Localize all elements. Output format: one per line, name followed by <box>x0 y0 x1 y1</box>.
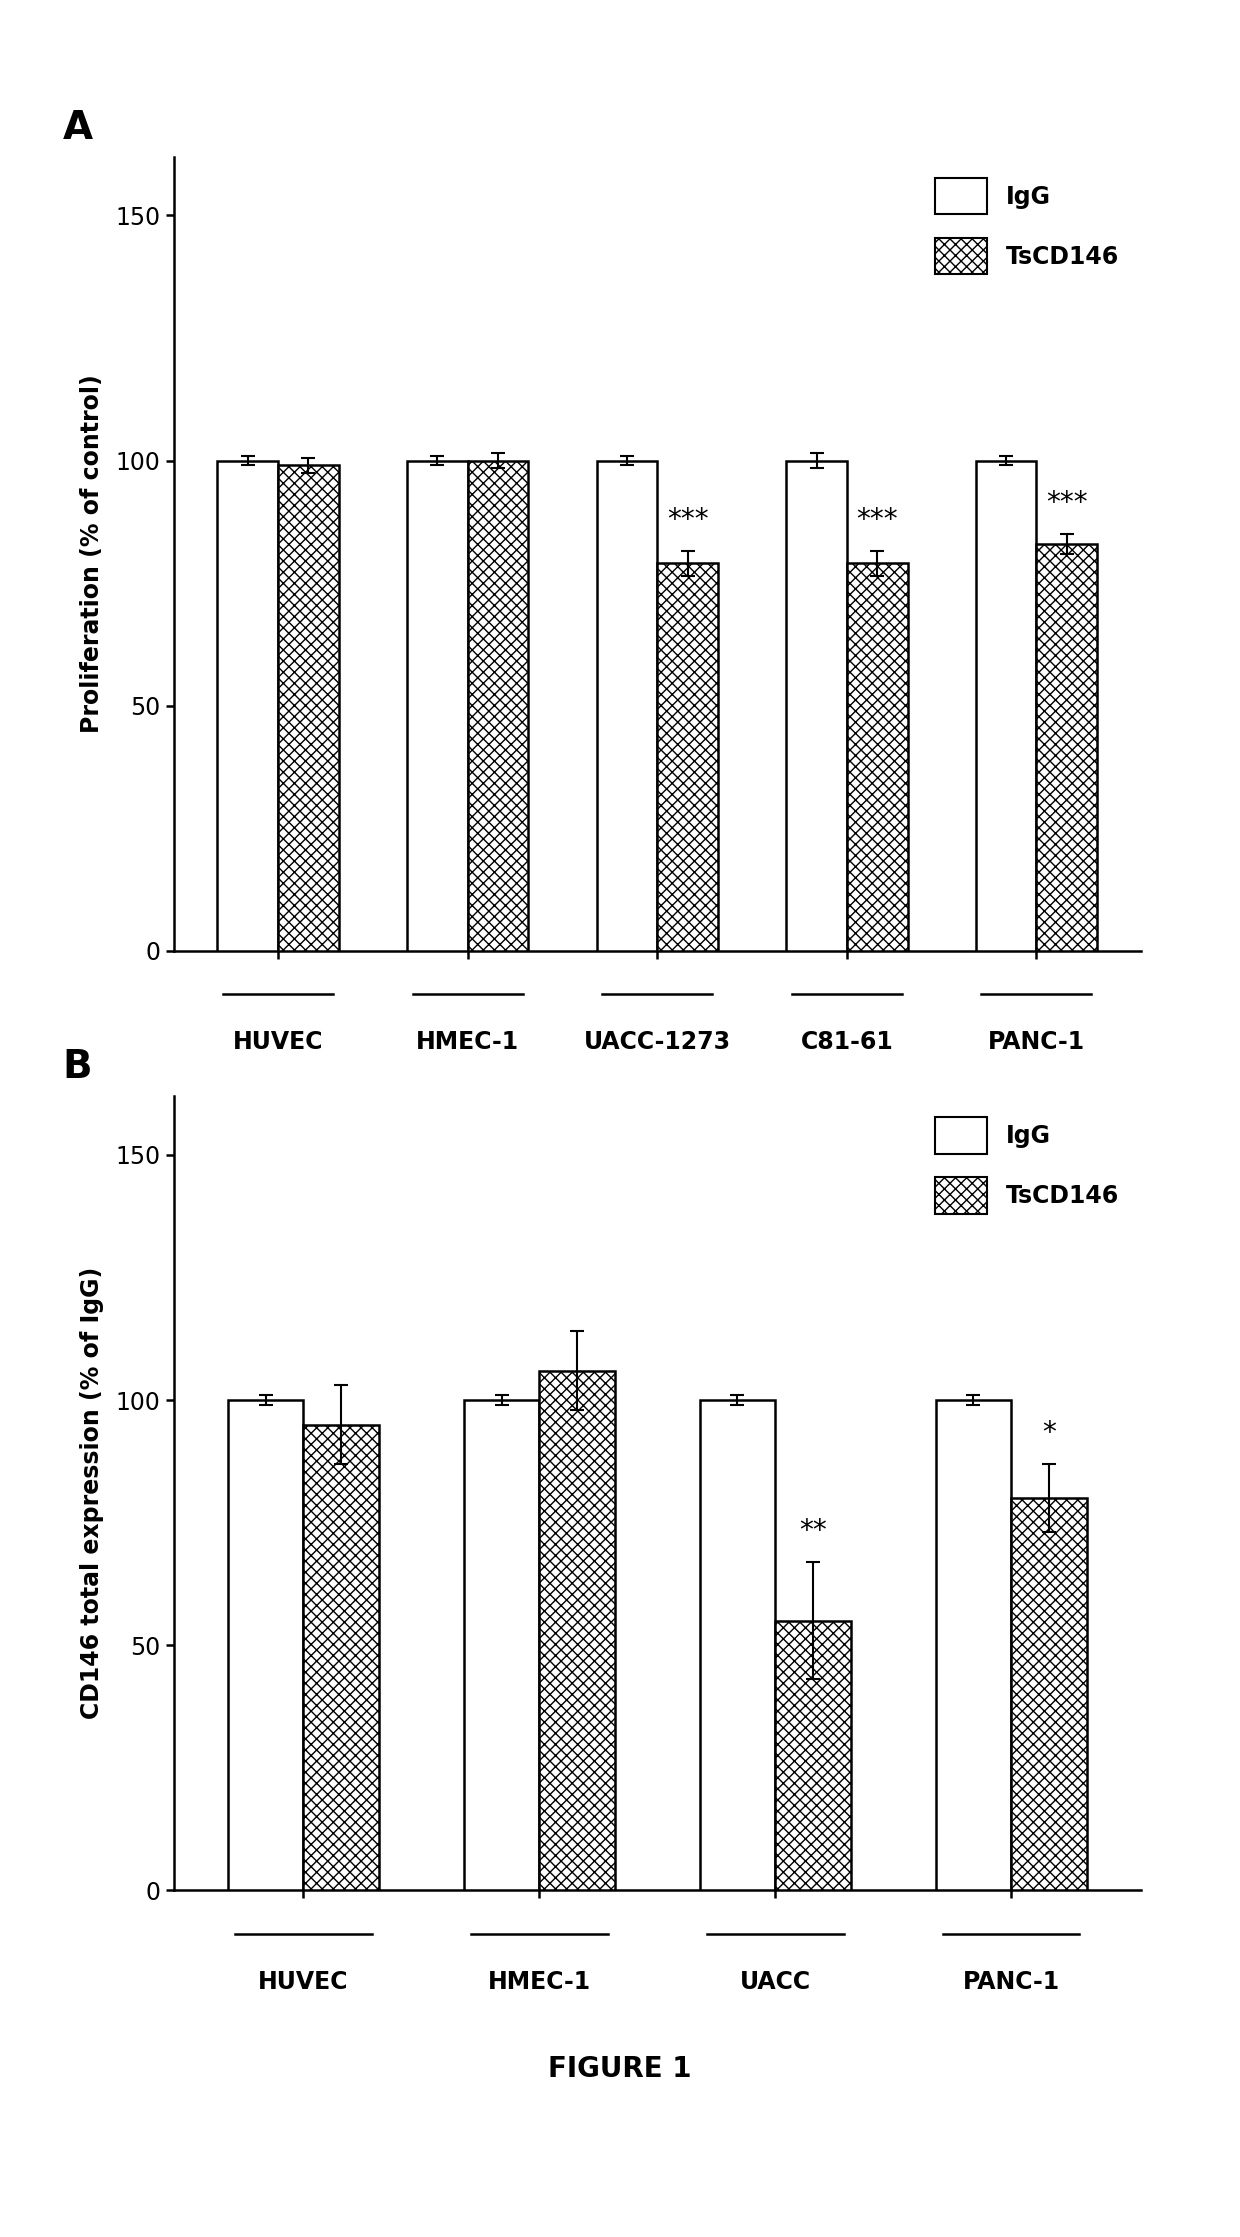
Legend: IgG, TsCD146: IgG, TsCD146 <box>926 168 1128 284</box>
Text: PANC-1: PANC-1 <box>962 1969 1060 1993</box>
Bar <box>699 1400 775 1890</box>
Bar <box>1037 544 1097 951</box>
Bar <box>217 461 278 951</box>
Bar <box>935 1400 1011 1890</box>
Text: HUVEC: HUVEC <box>233 1029 324 1054</box>
Text: *: * <box>1042 1418 1055 1447</box>
Bar <box>775 1620 851 1890</box>
Bar <box>976 461 1037 951</box>
Bar <box>464 1400 539 1890</box>
Text: HMEC-1: HMEC-1 <box>487 1969 590 1993</box>
Bar <box>596 461 657 951</box>
Bar <box>278 465 339 951</box>
Text: FIGURE 1: FIGURE 1 <box>548 2056 692 2083</box>
Text: HUVEC: HUVEC <box>258 1969 348 1993</box>
Bar <box>228 1400 304 1890</box>
Bar <box>847 564 908 951</box>
Text: HMEC-1: HMEC-1 <box>415 1029 520 1054</box>
Bar <box>1011 1499 1086 1890</box>
Text: PANC-1: PANC-1 <box>988 1029 1085 1054</box>
Text: ***: *** <box>857 506 898 535</box>
Y-axis label: CD146 total expression (% of IgG): CD146 total expression (% of IgG) <box>81 1266 104 1720</box>
Legend: IgG, TsCD146: IgG, TsCD146 <box>926 1107 1128 1224</box>
Bar <box>786 461 847 951</box>
Text: B: B <box>62 1049 92 1087</box>
Bar <box>407 461 467 951</box>
Text: UACC: UACC <box>739 1969 811 1993</box>
Text: ***: *** <box>1047 490 1087 517</box>
Text: UACC-1273: UACC-1273 <box>584 1029 730 1054</box>
Text: **: ** <box>799 1517 827 1546</box>
Text: C81-61: C81-61 <box>801 1029 893 1054</box>
Bar <box>304 1425 379 1890</box>
Y-axis label: Proliferation (% of control): Proliferation (% of control) <box>81 374 104 734</box>
Bar <box>539 1371 615 1890</box>
Bar <box>657 564 718 951</box>
Text: A: A <box>62 110 93 148</box>
Text: ***: *** <box>667 506 708 535</box>
Bar <box>467 461 528 951</box>
